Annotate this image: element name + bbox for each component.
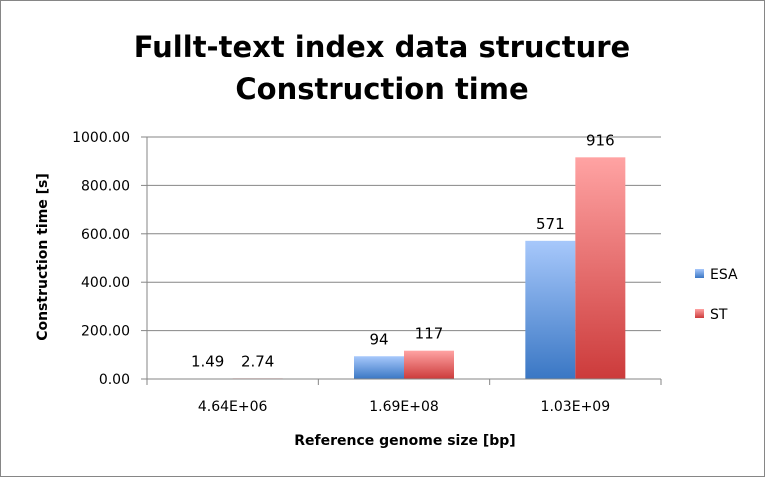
chart-title-line-1: Fullt-text index data structure (134, 30, 630, 64)
x-tick-labels: 4.64E+06 1.69E+08 1.03E+09 (198, 399, 610, 415)
x-tick-label: 1.03E+09 (541, 399, 611, 415)
y-tick-label: 600.00 (81, 227, 130, 243)
bar-esa (354, 356, 404, 379)
bars (182, 157, 626, 379)
data-labels: 1.49 2.74 94 117 571 916 (191, 131, 615, 370)
legend-label-esa: ESA (710, 267, 738, 283)
data-label-st: 2.74 (241, 352, 274, 370)
legend-label-st: ST (710, 307, 728, 323)
y-tick-label: 400.00 (81, 275, 130, 291)
legend: ESA ST (695, 267, 738, 323)
y-tick-labels: 0.00 200.00 400.00 600.00 800.00 1000.00 (72, 130, 130, 388)
bar-esa (525, 240, 576, 379)
bar-st (404, 350, 454, 379)
chart-title-line-2: Construction time (235, 72, 528, 106)
x-tick-label: 4.64E+06 (198, 399, 268, 415)
y-tick-label: 200.00 (81, 324, 130, 340)
data-label-esa: 94 (369, 330, 388, 348)
y-axis-title: Construction time [s] (35, 173, 51, 341)
data-label-esa: 571 (536, 215, 565, 233)
y-tick-label: 800.00 (81, 178, 130, 194)
data-label-esa: 1.49 (191, 353, 224, 371)
y-tick-label: 0.00 (99, 372, 130, 388)
data-label-st: 117 (415, 325, 444, 343)
legend-swatch-st (695, 309, 704, 318)
legend-swatch-esa (695, 269, 704, 278)
x-tick-label: 1.69E+08 (369, 399, 439, 415)
data-label-st: 916 (586, 131, 615, 149)
x-axis-title: Reference genome size [bp] (294, 433, 515, 449)
bar-st (575, 157, 626, 379)
y-tick-label: 1000.00 (72, 130, 130, 146)
axes (141, 136, 662, 385)
